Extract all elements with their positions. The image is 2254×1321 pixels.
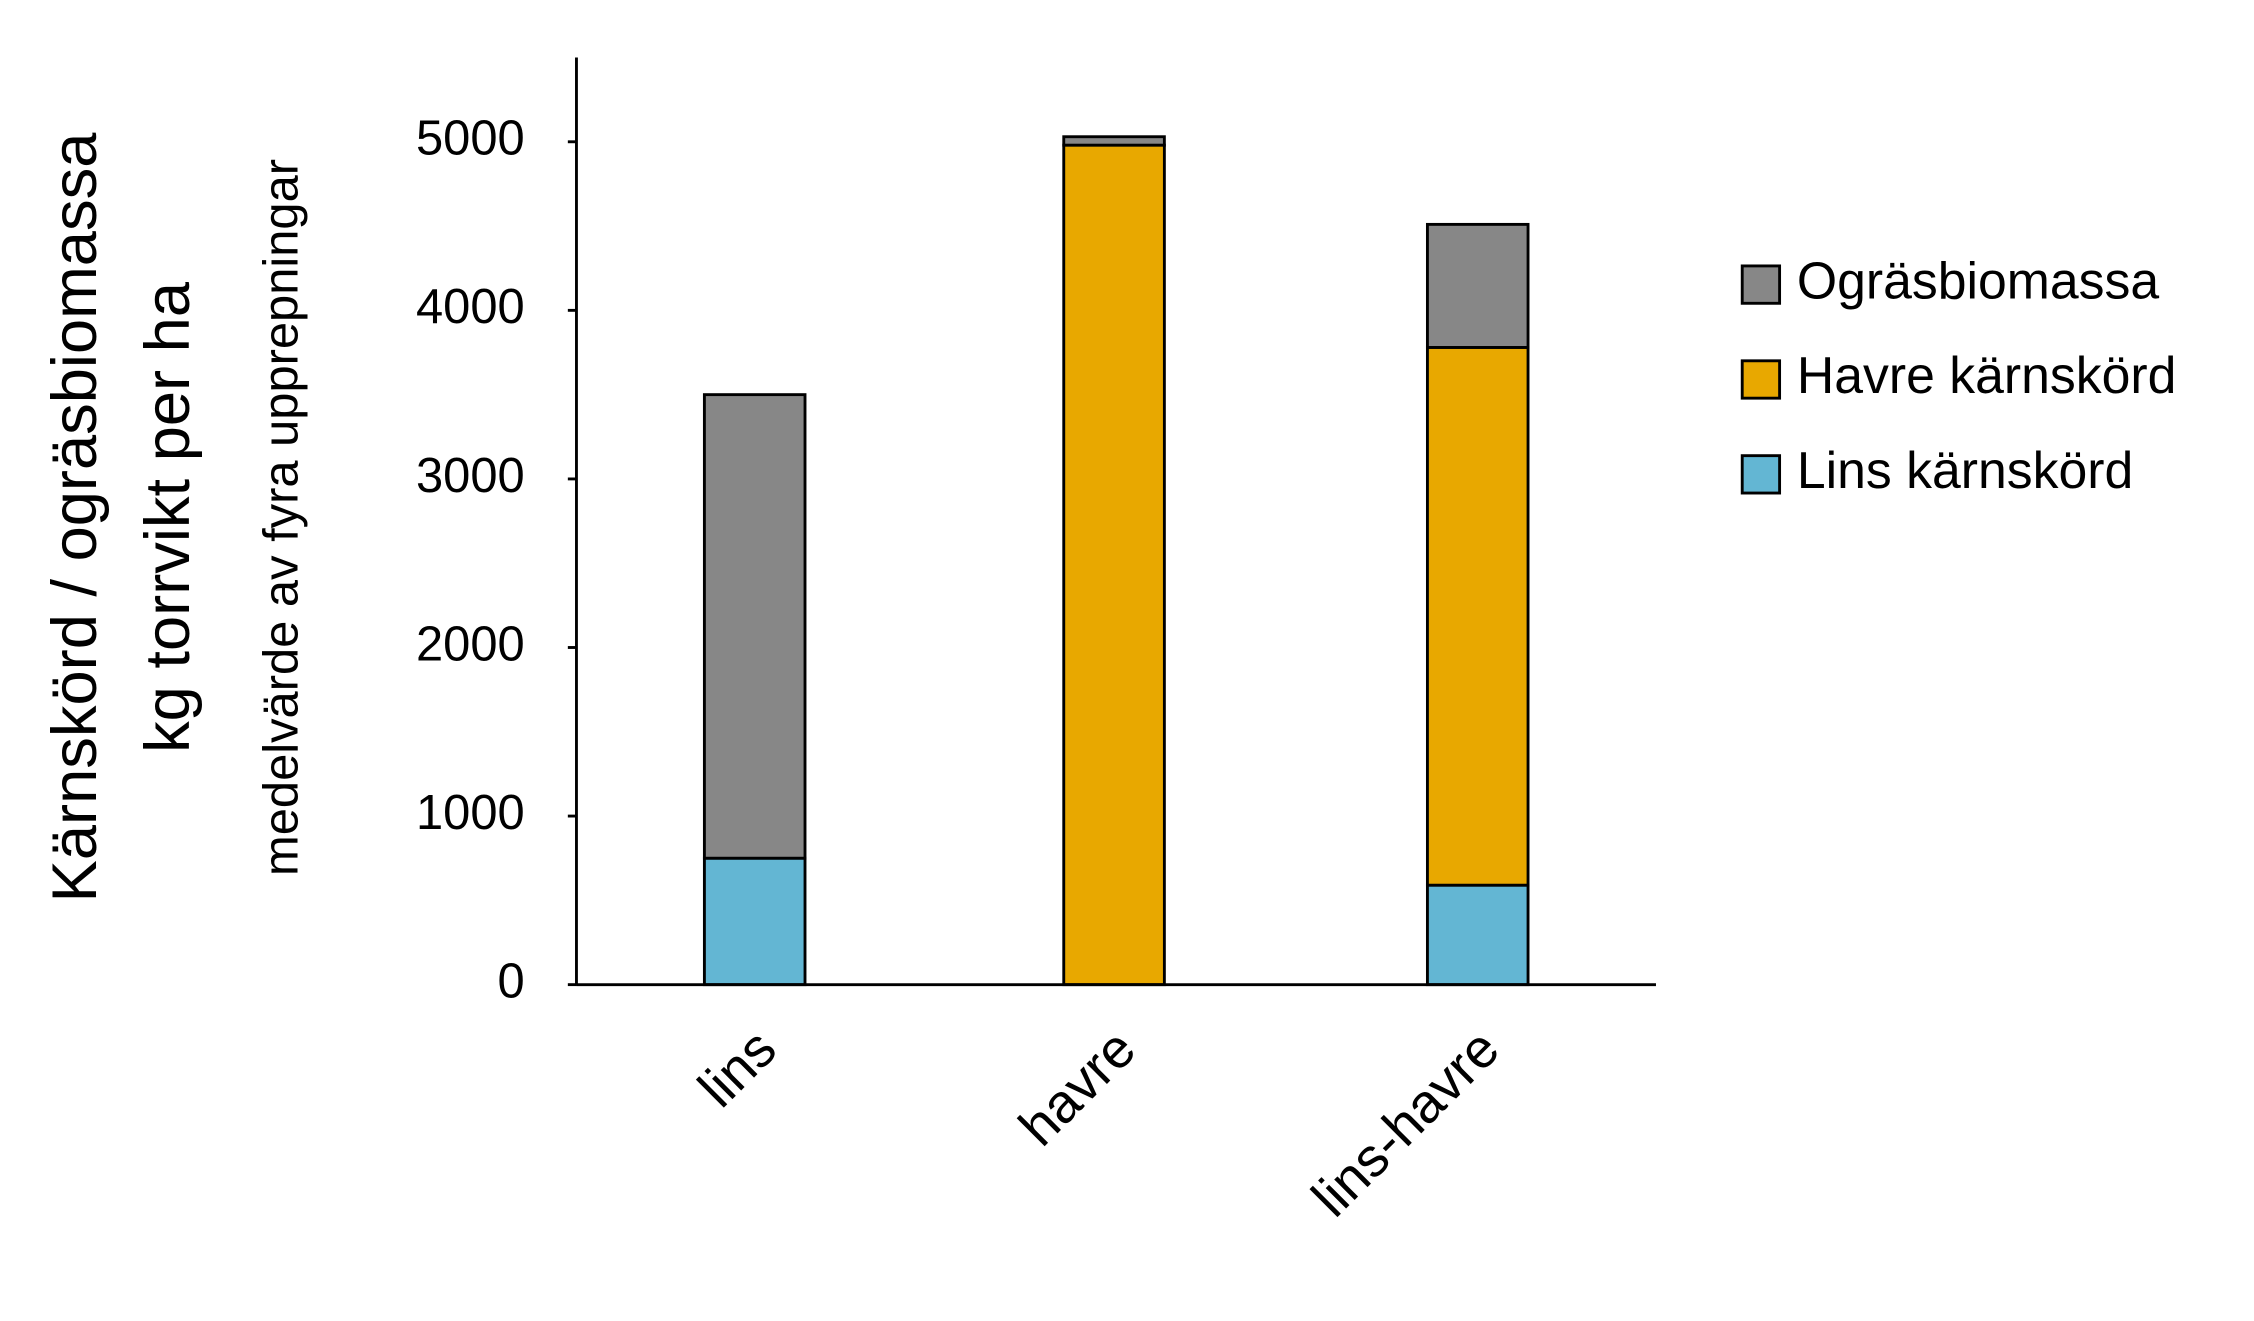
x-tick-label: lins bbox=[687, 1018, 788, 1119]
bar-segment bbox=[702, 856, 807, 987]
x-tick-label: havre bbox=[1007, 1018, 1147, 1158]
y-axis-label: medelvärde av fyra upprepningar bbox=[255, 159, 309, 876]
y-tick-label: 4000 bbox=[416, 280, 525, 334]
bar-segment bbox=[1425, 883, 1530, 987]
y-axis-label: Kärnskörd / ogräsbiomassa bbox=[40, 132, 110, 903]
bar-segment bbox=[1425, 346, 1530, 887]
legend-label: Lins kärnskörd bbox=[1797, 441, 2133, 499]
legend-label: Havre kärnskörd bbox=[1797, 346, 2177, 404]
y-tick-label: 1000 bbox=[416, 786, 525, 840]
legend-swatch bbox=[1740, 264, 1782, 305]
y-tick-label: 0 bbox=[498, 955, 525, 1009]
bar-segment bbox=[1425, 222, 1530, 349]
bar-segment bbox=[1062, 143, 1166, 987]
bar-segment bbox=[702, 393, 807, 860]
y-tick-label: 2000 bbox=[416, 617, 525, 671]
y-axis-label: kg torrvikt per ha bbox=[133, 281, 203, 753]
bar-segment bbox=[1062, 135, 1166, 147]
y-tick-label: 3000 bbox=[416, 449, 525, 503]
legend-swatch bbox=[1740, 359, 1782, 400]
legend-label: Ogräsbiomassa bbox=[1797, 251, 2160, 309]
y-tick-label: 5000 bbox=[416, 112, 525, 166]
legend-swatch bbox=[1740, 454, 1782, 495]
x-tick-label: lins-havre bbox=[1300, 1018, 1511, 1229]
